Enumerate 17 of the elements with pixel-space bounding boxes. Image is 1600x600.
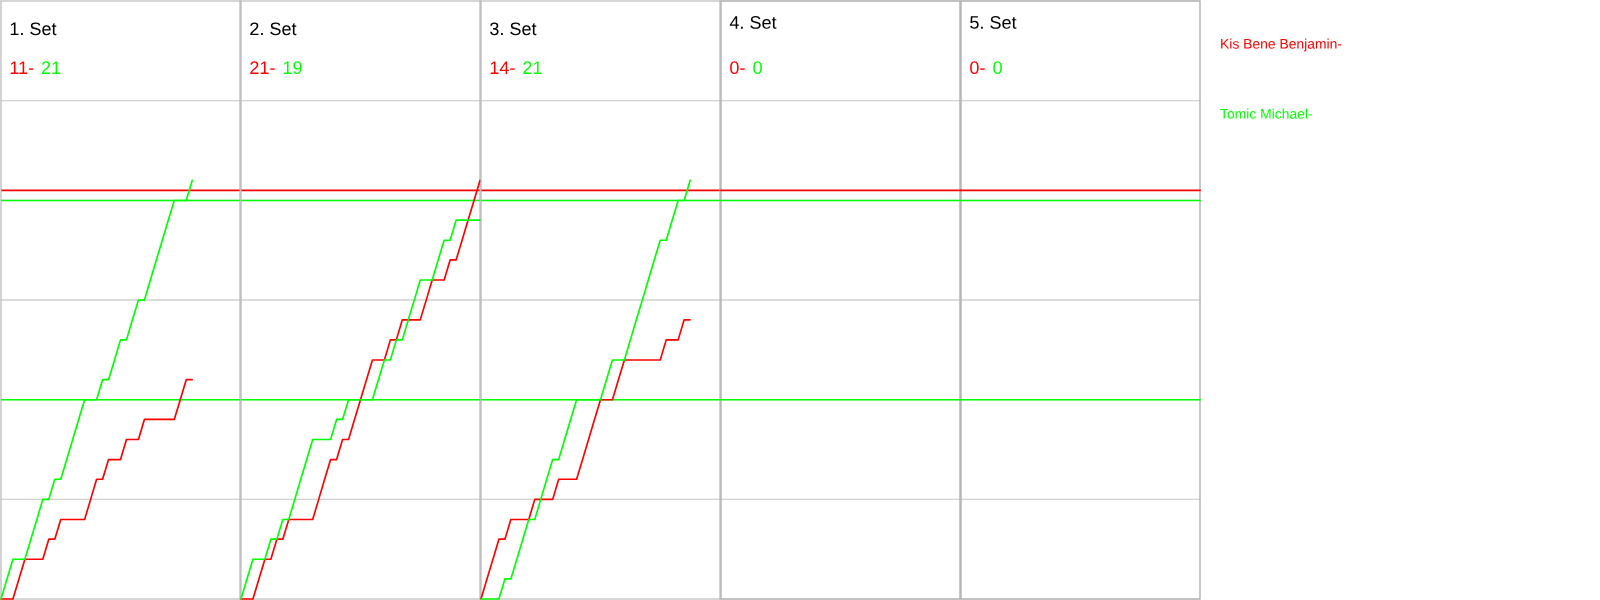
text: 21 (41, 61, 61, 74)
text: 0- (730, 61, 745, 75)
text: Kis Bene Benjamin- (1221, 38, 1342, 52)
text: 19 (283, 61, 302, 75)
text: 0 (753, 61, 762, 75)
chart-title: 2. Set (250, 22, 297, 36)
text: 5. Set (970, 16, 1017, 29)
chart-title: 1. Set (10, 22, 57, 36)
text: 0- (970, 61, 985, 75)
text: 0 (993, 61, 1002, 75)
chart-title: 3. Set (490, 22, 537, 36)
text: 21- (250, 61, 275, 74)
text: 11- (10, 61, 34, 74)
text: 4. Set (729, 16, 777, 29)
text: 21 (523, 61, 542, 74)
text: 14- (490, 61, 515, 74)
text: Tomic Michael- (1220, 108, 1312, 119)
